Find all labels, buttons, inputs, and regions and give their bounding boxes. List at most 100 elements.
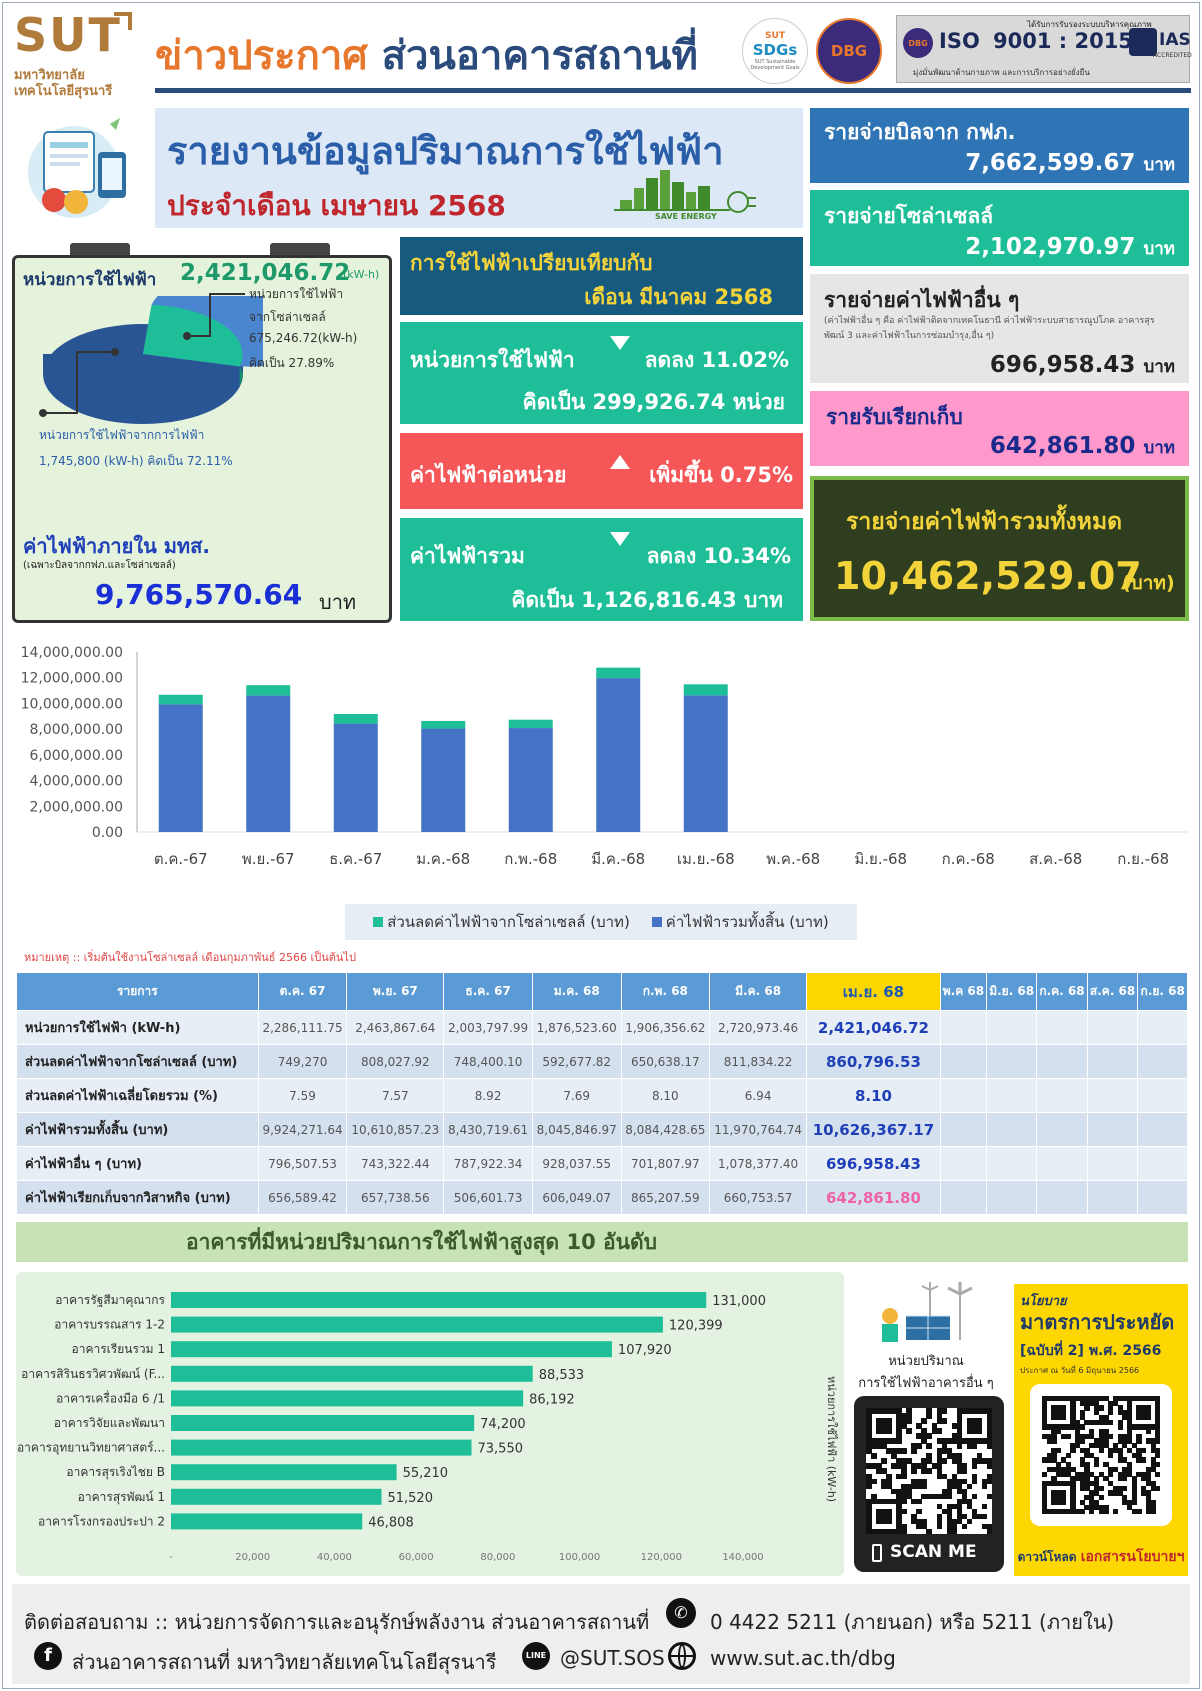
iso-label: ISO [939,29,980,53]
table-header-month: ก.พ. 68 [620,972,711,1011]
qr1-line1: หน่วยปริมาณ [888,1354,964,1369]
facebook-icon: f [34,1642,62,1670]
x-tick-label: มี.ค.-68 [591,850,645,868]
legend-total-label: ค่าไฟฟ้ารวมทั้งสิ้น (บาท) [665,913,829,931]
page-title-news: ข่าวประกาศ [155,33,368,79]
iso-dbg-icon: DBG [903,28,933,58]
page-title-dept: ส่วนอาคารสถานที่ [381,33,698,79]
table-cell [939,1112,988,1147]
table-cell: 8,430,719.61 [443,1112,533,1147]
box-tab-right [270,243,330,257]
footer-line[interactable]: @SUT.SOS [560,1646,665,1670]
table-cell [939,1180,988,1215]
iso-ias: IAS [1159,30,1191,50]
policy-download-a: ดาวน์โหลด [1017,1550,1077,1564]
grand-total-label: รายจ่ายค่าไฟฟ้ารวมทั้งหมด [846,509,1123,535]
table-row: ค่าไฟฟ้าอื่น ๆ (บาท) 796,507.53 743,322.44… [16,1146,1188,1181]
footer-web[interactable]: www.sut.ac.th/dbg [710,1646,896,1670]
table-cell: 1,078,377.40 [709,1146,808,1181]
bar-solar [683,684,728,696]
y-axis-label: หน่วยการใช้ไฟฟ้า (kW-h) [825,1376,838,1502]
table-cell: 606,049.07 [531,1180,622,1215]
policy-qr-code [1042,1396,1161,1515]
building-bar [171,1513,363,1530]
iso-number: 9001 : 2015 [993,29,1133,53]
table-cell: 7.69 [531,1078,622,1113]
table-cell: 2,463,867.64 [346,1010,445,1045]
bar-total [246,695,291,832]
y-tick-label: 8,000,000.00 [29,722,123,738]
top10-title: อาคารที่มีหน่วยปริมาณการใช้ไฟฟ้าสูงสุด 1… [16,1222,1188,1262]
baht-unit: บาท [1143,438,1175,458]
x-tick-label: ส.ค.-68 [1029,850,1082,868]
table-cell: 2,286,111.75 [257,1010,348,1045]
footer: ติดต่อสอบถาม :: หน่วยการจัดการและอนุรักษ… [12,1584,1190,1684]
policy-download-b: เอกสารนโยบายฯ [1080,1549,1185,1565]
table-row: ค่าไฟฟ้าเรียกเก็บจากวิสาหกิจ (บาท) 656,58… [16,1180,1188,1215]
bar-solar [596,667,641,679]
table-cell [1137,1044,1188,1079]
collect-amount: 642,861.80 [989,433,1136,459]
building-bar [171,1365,533,1382]
x-tick-label: ก.ย.-68 [1117,850,1169,868]
building-bar [171,1439,472,1456]
compare-head2: เดือน มีนาคม 2568 [584,285,773,309]
policy-edition: [ฉบับที่ 2] พ.ศ. 2566 [1020,1343,1162,1359]
x-tick-label: 140,000 [722,1552,763,1563]
table-body: หน่วยการใช้ไฟฟ้า (kW-h) 2,286,111.75 2,463… [16,1010,1188,1215]
x-tick-label: 120,000 [641,1552,682,1563]
table-cell: 10,626,367.17 [806,1112,941,1147]
compare-units-change: ลดลง 11.02% [644,348,789,372]
dbg-logo-text: DBG [830,42,868,60]
inside-label: ค่าไฟฟ้าภายใน มทส. [23,534,210,558]
footer-facebook[interactable]: ส่วนอาคารสถานที่ มหาวิทยาลัยเทคโนโลยีสุร… [72,1650,497,1674]
pea-bill-box: รายจ่ายบิลจาก กฟภ. 7,662,599.67 บาท [810,108,1189,183]
table-cell: 1,906,356.62 [620,1010,711,1045]
other-bill-box: รายจ่ายค่าไฟฟ้าอื่น ๆ (ค่าไฟฟ้าอื่น ๆ คื… [810,274,1189,383]
solar-label1: หน่วยการใช้ไฟฟ้า [249,287,344,301]
report-title: รายงานข้อมูลปริมาณการใช้ไฟฟ้า [167,129,724,173]
table-cell [939,1010,988,1045]
line-icon: LINE [522,1642,550,1670]
solar-bill-value: 2,102,970.97 บาท [965,234,1175,262]
qr1-card[interactable]: SCAN ME [854,1396,1004,1572]
iso-badge: ได้รับการรับรองระบบบริหารคุณภาพ DBG ISO … [896,15,1192,83]
sut-logo-sub2: เทคโนโลยีสุรนารี [14,84,113,99]
policy-tag: นโยบาย [1020,1294,1067,1309]
table-header-month: ต.ค. 67 [257,972,348,1011]
table-header-month: มี.ค. 68 [709,972,808,1011]
table-cell: 9,924,271.64 [257,1112,348,1147]
table-cell [1137,1146,1188,1181]
bar-solar [246,685,291,696]
other-bill-amount: 696,958.43 [989,352,1136,378]
compare-header: การใช้ไฟฟ้าเปรียบเทียบกับ เดือน มีนาคม 2… [400,237,803,315]
bar-total [596,678,641,832]
page-title: ข่าวประกาศ ส่วนอาคารสถานที่ [155,32,698,80]
table-cell: 6.94 [709,1078,808,1113]
grid-value: 1,745,800 (kW-h) คิดเป็น 72.11% [39,454,233,468]
y-tick-label: 0.00 [92,825,123,841]
row-label: ค่าไฟฟ้ารวมทั้งสิ้น (บาท) [16,1112,259,1147]
other-bill-value: 696,958.43 บาท [990,352,1175,380]
inside-note: (เฉพาะบิลจากกฟภ.และโซล่าเซลล์) [23,560,176,571]
policy-qr-card[interactable] [1030,1384,1172,1526]
policy-download[interactable]: ดาวน์โหลด เอกสารนโยบายฯ [1014,1546,1188,1568]
x-tick-label: พ.ย.-67 [242,850,295,868]
x-tick-label: ม.ค.-68 [416,850,470,868]
compare-total-box: ค่าไฟฟ้ารวม ลดลง 10.34% คิดเป็น 1,126,81… [400,518,803,621]
solar-value: 675,246.72(kW-h) [249,331,358,345]
phone-icon: ✆ [666,1598,696,1628]
save-energy-label: SAVE ENERGY [655,212,717,221]
table-header-month: ธ.ค. 67 [443,972,533,1011]
solar-bill-box: รายจ่ายโซล่าเซลล์ 2,102,970.97 บาท [810,190,1189,266]
legend-solar-swatch [373,917,384,927]
usage-unit: (kW-h) [343,268,380,281]
sdgs-logo: SUT SDGs SUT Sustainable Development Goa… [742,18,808,84]
table-cell: 7.59 [257,1078,348,1113]
footer-phone[interactable]: 0 4422 5211 (ภายนอก) หรือ 5211 (ภายใน) [710,1610,1115,1634]
building-bar [171,1292,707,1308]
bar-total [508,728,553,832]
up-arrow-icon [610,455,630,469]
header-divider [155,88,1191,93]
